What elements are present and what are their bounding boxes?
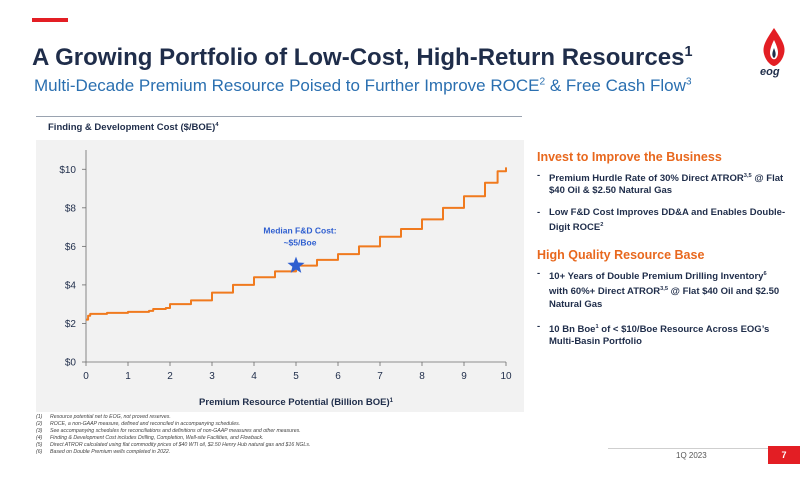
footnote: (5) Direct ATROR calculated using flat co… — [36, 442, 311, 448]
x-tick-label: 4 — [251, 371, 257, 382]
x-tick-label: 8 — [419, 371, 425, 382]
chart-panel — [36, 140, 524, 412]
annotation-group: Median F&D Cost: ~$5/Boe — [263, 226, 337, 273]
footnote: (2) ROCE, a non-GAAP measure, defined and… — [36, 421, 241, 427]
x-axis-title: Premium Resource Potential (Billion BOE)… — [199, 397, 394, 408]
right-panel: Invest to Improve the Business - Premium… — [537, 150, 787, 358]
x-tick-label: 10 — [500, 371, 512, 382]
bullet-dash: - — [537, 207, 541, 219]
section-invest-title: Invest to Improve the Business — [537, 150, 722, 164]
y-tick-label: $10 — [59, 165, 76, 176]
median-star-icon — [287, 256, 305, 273]
footer-date: 1Q 2023 — [676, 451, 707, 460]
fd-cost-line-chart: $0 $2 $4 $6 $8 $10 0 1 2 3 4 5 6 7 8 9 10 Median F&D Co… — [59, 150, 512, 408]
y-axis: $0 $2 $4 $6 $8 $10 — [59, 150, 87, 369]
bullet-resource-portfolio: - 10 Bn Boe1 of < $10/Boe Resource Acros… — [537, 321, 787, 348]
x-tick-label: 3 — [209, 371, 215, 382]
x-tick-label: 9 — [461, 371, 467, 382]
y-tick-label: $2 — [65, 319, 77, 330]
bullet-text: 10 Bn Boe1 of < $10/Boe Resource Across … — [549, 323, 770, 347]
logo-text: eog — [760, 66, 780, 78]
footnote: (1) Resource potential net to EOG, not pr… — [36, 414, 171, 420]
bullet-dash: - — [537, 320, 541, 332]
x-tick-label: 5 — [293, 371, 299, 382]
median-annotation-label: ~$5/Boe — [284, 238, 317, 248]
x-tick-label: 2 — [167, 371, 173, 382]
page-number-badge: 7 — [768, 446, 800, 464]
eog-logo-icon — [763, 28, 785, 66]
chart-header-rule — [36, 116, 522, 117]
y-tick-label: $4 — [65, 280, 77, 291]
x-axis: 0 1 2 3 4 5 6 7 8 9 10 — [83, 361, 512, 382]
title-accent-bar — [32, 18, 68, 22]
bullet-text: 10+ Years of Double Premium Drilling Inv… — [549, 271, 780, 310]
footnote: (4) Finding & Development Cost includes D… — [36, 435, 264, 441]
footnotes: (1) Resource potential net to EOG, not pr… — [36, 414, 310, 456]
x-tick-label: 6 — [335, 371, 341, 382]
footnote: (6) Based on Double Premium wells complet… — [36, 449, 171, 455]
x-tick-label: 0 — [83, 371, 89, 382]
series-group — [86, 167, 507, 321]
fd-cost-series-line — [86, 167, 507, 321]
bullet-text: Premium Hurdle Rate of 30% Direct ATROR3… — [549, 173, 784, 197]
median-annotation-label: Median F&D Cost: — [263, 226, 336, 236]
slide-subtitle: Multi-Decade Premium Resource Poised to … — [34, 76, 692, 95]
bullet-hurdle-rate: - Premium Hurdle Rate of 30% Direct ATRO… — [537, 170, 787, 197]
y-tick-label: $0 — [65, 358, 77, 369]
y-tick-label: $8 — [65, 203, 77, 214]
bullet-text: Low F&D Cost Improves DD&A and Enables D… — [549, 207, 786, 234]
bullet-double-premium: - 10+ Years of Double Premium Drilling I… — [537, 268, 787, 310]
slide-title: A Growing Portfolio of Low-Cost, High-Re… — [32, 44, 693, 71]
x-tick-label: 1 — [125, 371, 131, 382]
chart-header-label: Finding & Development Cost ($/BOE)4 — [48, 122, 219, 134]
footnote: (3) See accompanying schedules for reconc… — [36, 428, 301, 434]
bullet-dash: - — [537, 268, 541, 280]
y-tick-label: $6 — [65, 242, 77, 253]
x-tick-label: 7 — [377, 371, 383, 382]
bullet-dash: - — [537, 170, 541, 181]
bullet-low-fd-cost: - Low F&D Cost Improves DD&A and Enables… — [537, 207, 787, 234]
section-resource-title: High Quality Resource Base — [537, 248, 705, 263]
footer-rule — [608, 448, 768, 449]
